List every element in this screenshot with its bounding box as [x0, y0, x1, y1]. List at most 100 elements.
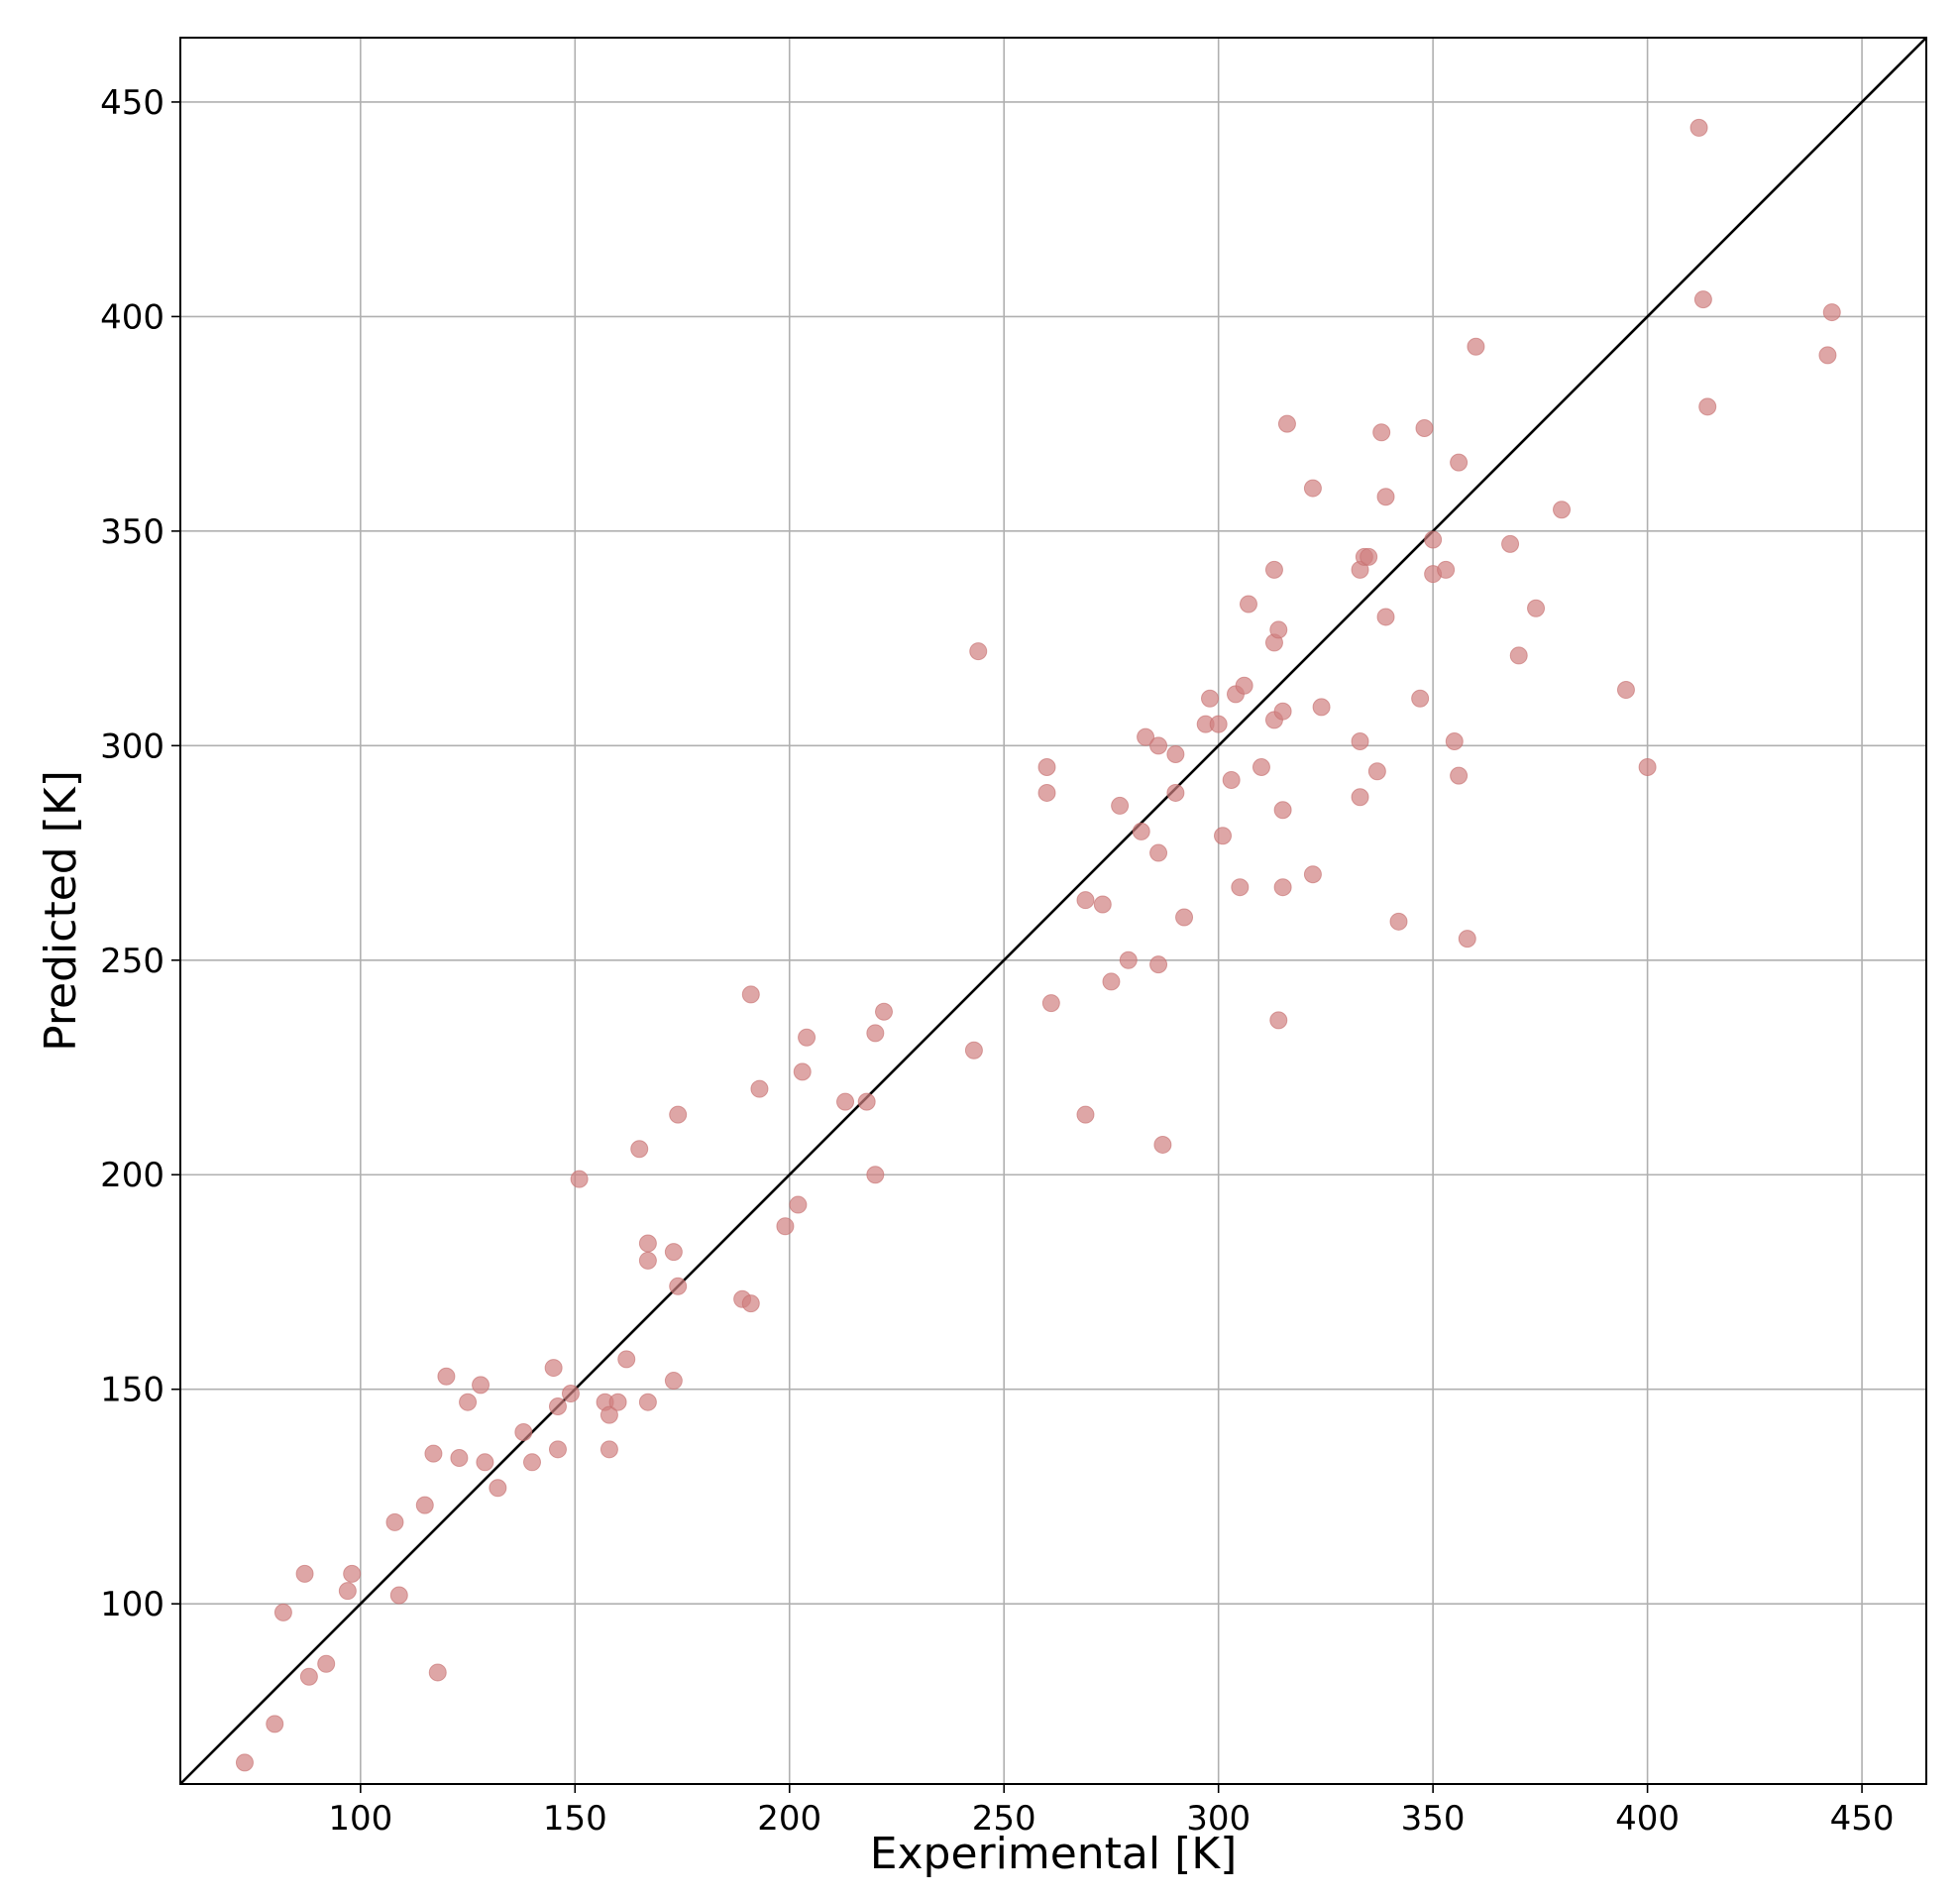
data-point: [1450, 766, 1469, 785]
data-point: [1222, 770, 1241, 789]
data-point: [1638, 757, 1657, 776]
data-point: [1273, 878, 1292, 897]
data-point: [459, 1393, 478, 1411]
data-point: [1269, 620, 1288, 639]
y-tick-label: 150: [100, 1371, 164, 1410]
data-point: [874, 1002, 893, 1021]
data-point: [1445, 731, 1464, 750]
data-point: [1214, 827, 1233, 845]
data-point: [1132, 822, 1150, 840]
data-point: [776, 1217, 795, 1236]
y-tick-label: 400: [100, 297, 164, 337]
data-point: [1264, 560, 1283, 579]
data-point: [1303, 865, 1322, 884]
data-point: [235, 1753, 254, 1772]
data-point: [317, 1654, 336, 1673]
data-point: [343, 1564, 362, 1583]
data-point: [638, 1393, 657, 1411]
data-point: [1693, 290, 1712, 309]
data-point: [1201, 689, 1220, 708]
data-point: [866, 1024, 885, 1043]
data-point: [969, 642, 988, 661]
data-point: [389, 1586, 408, 1605]
data-point: [1137, 727, 1155, 746]
data-point: [1360, 547, 1378, 566]
data-point: [1424, 530, 1443, 549]
plot-frame: [179, 37, 1927, 1785]
data-point: [630, 1140, 649, 1159]
data-point: [1822, 303, 1841, 322]
data-point: [1376, 608, 1395, 626]
data-point: [857, 1092, 876, 1111]
data-point: [669, 1105, 688, 1124]
data-point: [1231, 878, 1250, 897]
data-point: [750, 1079, 769, 1098]
data-point: [1273, 801, 1292, 820]
x-tick-label: 150: [543, 1799, 607, 1839]
data-point: [1303, 479, 1322, 498]
data-point: [1153, 1135, 1172, 1154]
data-point: [1093, 895, 1112, 914]
data-point: [266, 1715, 284, 1733]
data-point: [1351, 731, 1369, 750]
data-point: [599, 1440, 618, 1459]
data-point: [1209, 715, 1228, 733]
data-point: [548, 1440, 567, 1459]
y-axis-label: Predicted [K]: [36, 770, 86, 1052]
data-point: [1689, 118, 1708, 137]
data-point: [1041, 994, 1060, 1013]
data-point: [385, 1512, 404, 1531]
data-point: [638, 1251, 657, 1270]
y-tick-label: 300: [100, 726, 164, 766]
data-point: [415, 1496, 434, 1514]
data-point: [793, 1062, 812, 1081]
data-point: [1698, 397, 1717, 416]
data-point: [489, 1479, 507, 1498]
data-point: [664, 1372, 683, 1391]
data-point: [1818, 346, 1837, 365]
data-point: [741, 985, 760, 1004]
data-point: [1175, 908, 1194, 927]
data-point: [1111, 796, 1130, 815]
x-tick-label: 300: [1186, 1799, 1251, 1839]
data-point: [1553, 501, 1572, 519]
data-point: [638, 1234, 657, 1253]
y-tick-label: 200: [100, 1156, 164, 1195]
data-point: [608, 1393, 627, 1411]
x-tick-label: 200: [757, 1799, 821, 1839]
data-point: [338, 1582, 357, 1601]
data-point: [273, 1603, 292, 1621]
data-point: [1149, 843, 1168, 862]
data-point: [1239, 595, 1257, 614]
data-point: [299, 1667, 318, 1686]
x-tick-label: 250: [972, 1799, 1036, 1839]
data-point: [1312, 698, 1331, 717]
y-tick-label: 450: [100, 83, 164, 123]
data-point: [1450, 453, 1469, 472]
data-point: [1501, 534, 1520, 553]
data-point: [1166, 744, 1185, 763]
data-point: [789, 1195, 808, 1214]
data-point: [476, 1453, 494, 1472]
data-point: [664, 1243, 683, 1262]
x-tick-label: 400: [1615, 1799, 1680, 1839]
data-point: [1273, 702, 1292, 721]
data-point: [1149, 736, 1168, 755]
data-point: [1037, 757, 1056, 776]
data-point: [1149, 955, 1168, 974]
data-point: [1076, 891, 1095, 910]
data-point: [437, 1367, 456, 1386]
data-point: [570, 1170, 589, 1188]
data-point: [424, 1444, 443, 1463]
data-point: [295, 1564, 314, 1583]
data-point: [544, 1359, 563, 1378]
data-point: [599, 1405, 618, 1424]
data-point: [741, 1294, 760, 1313]
data-point: [1437, 560, 1456, 579]
data-point: [836, 1092, 855, 1111]
data-point: [1458, 930, 1476, 949]
data-point: [1527, 599, 1546, 617]
data-point: [866, 1166, 885, 1184]
data-point: [1616, 681, 1635, 700]
